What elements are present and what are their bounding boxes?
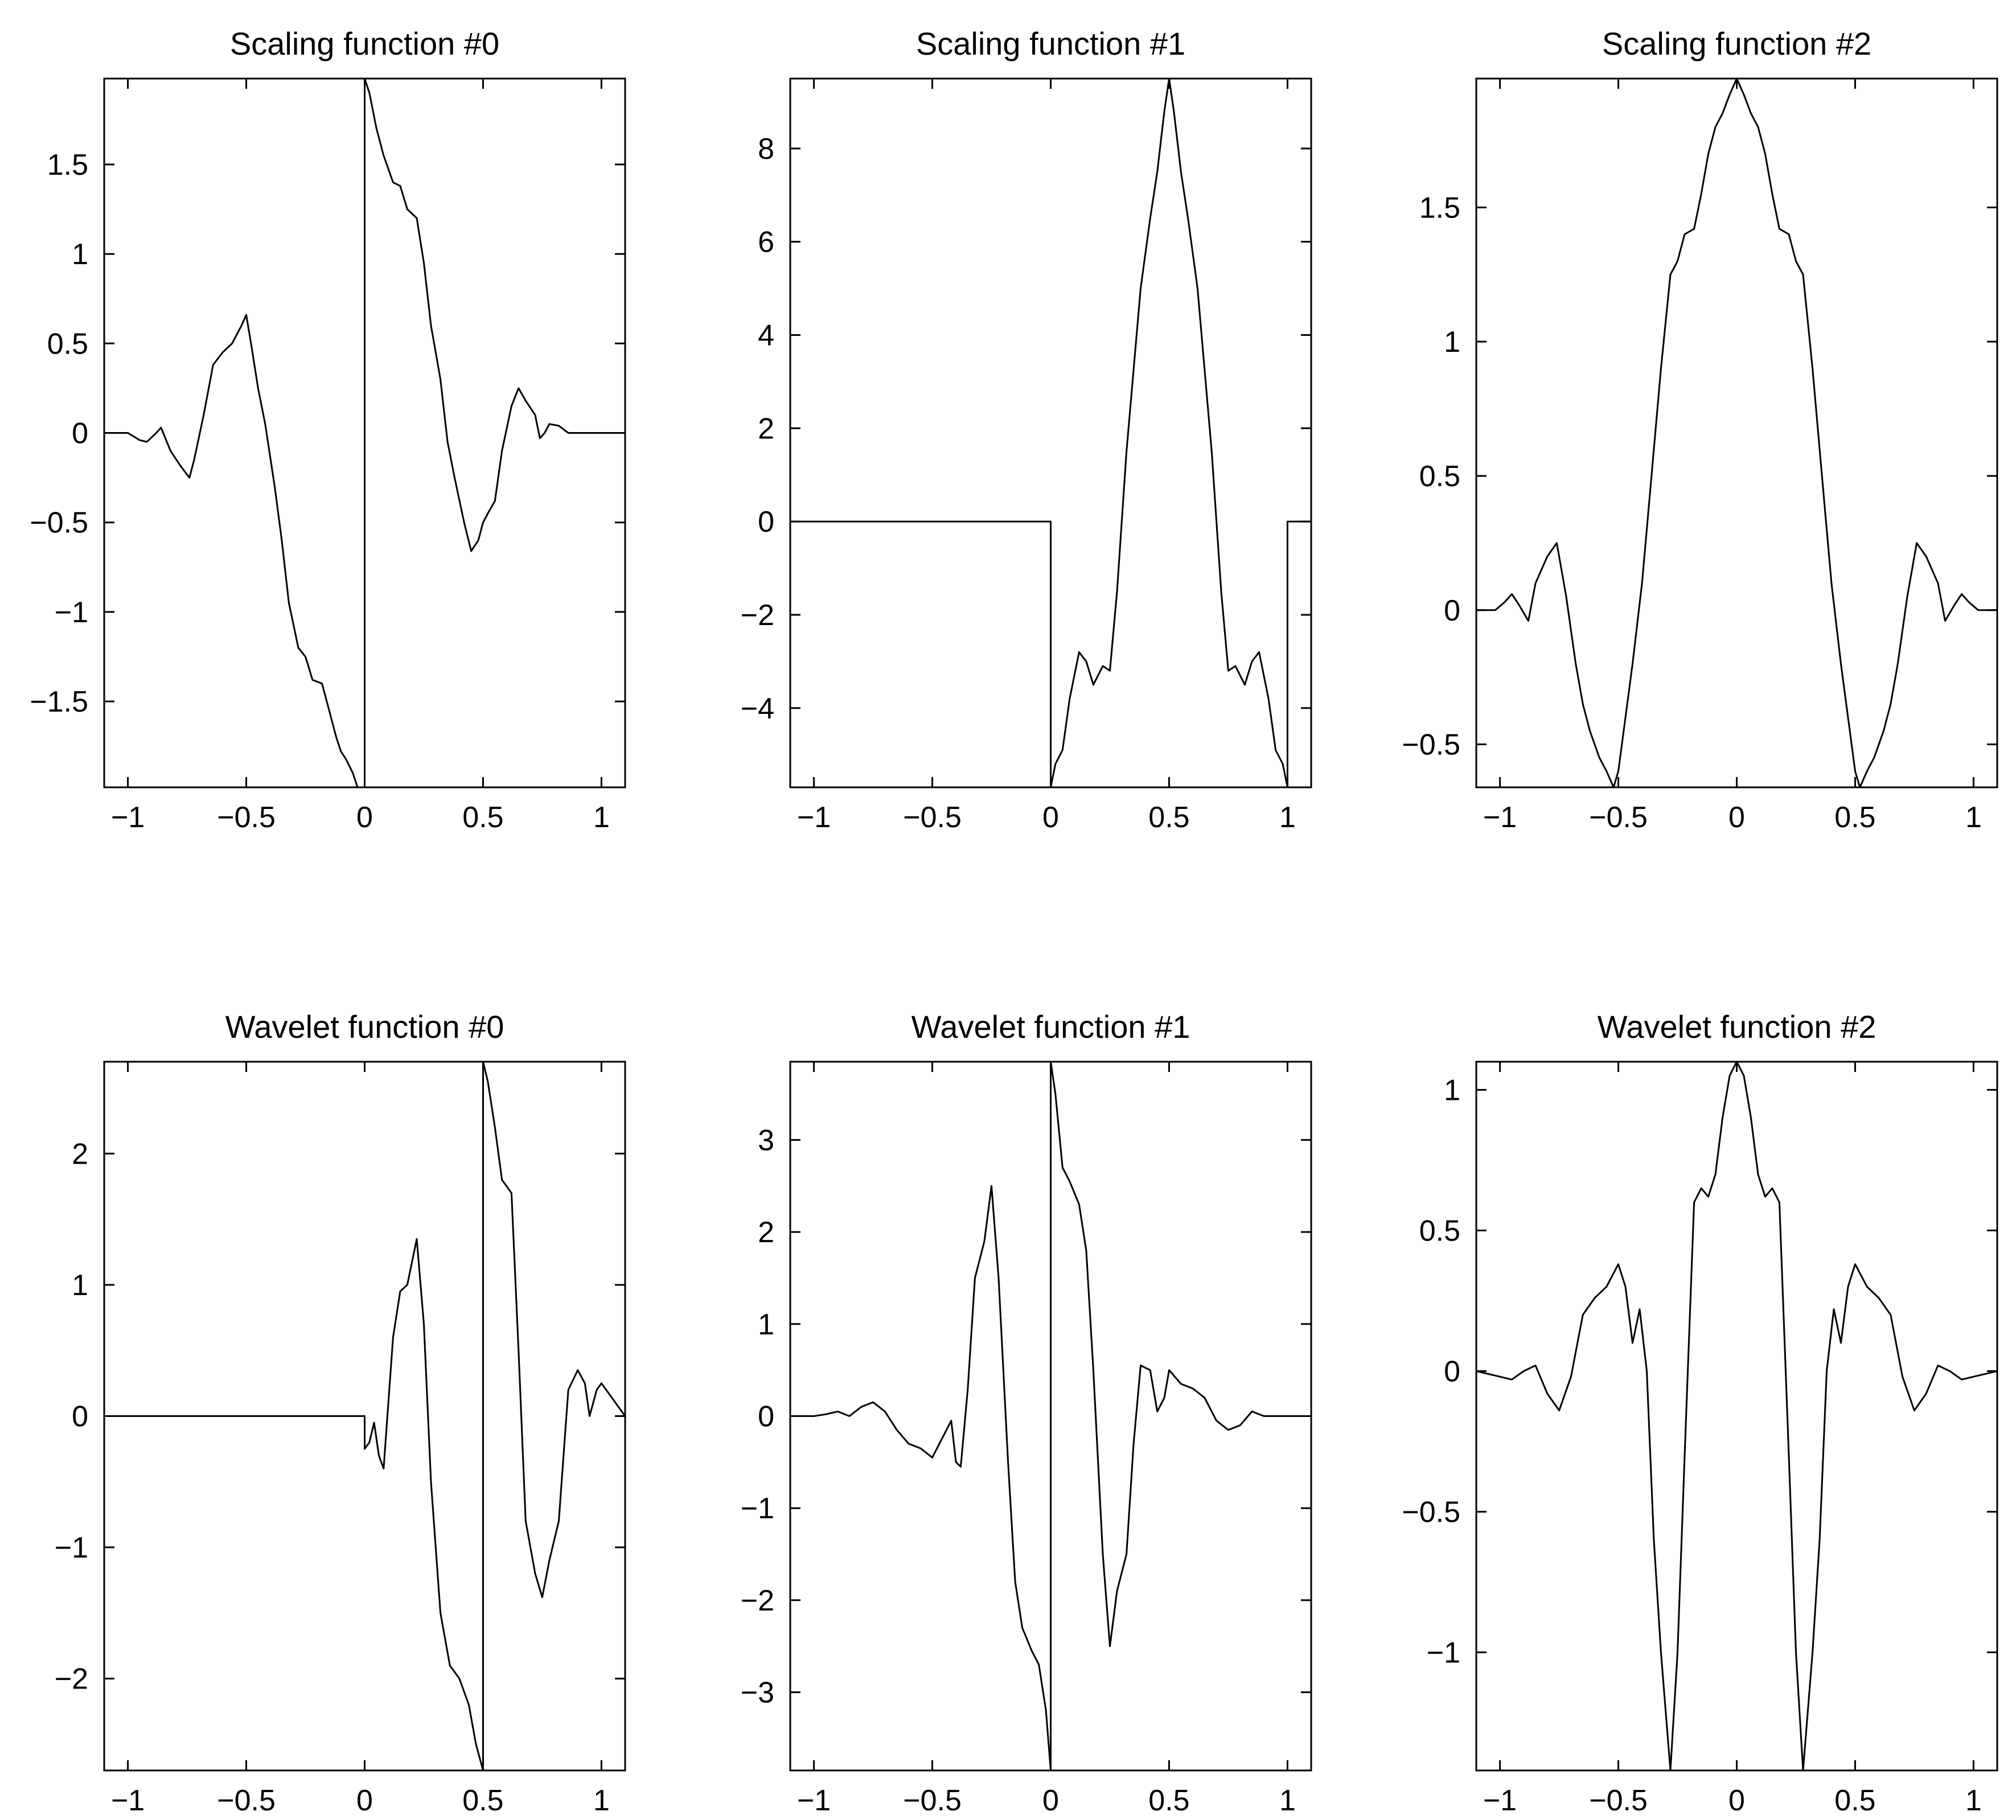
x-tick-label: −0.5 <box>903 801 962 834</box>
chart-panel-2: Scaling function #1 −1 −0.5 0 0.5 1 −4 −2 0 2 4 6 8 <box>741 26 1312 834</box>
y-tick-label: −1 <box>741 1492 774 1525</box>
y-tick-label: 1.5 <box>1419 191 1460 224</box>
y-tick-label: 0 <box>758 1400 774 1433</box>
y-tick-label: 3 <box>758 1124 774 1157</box>
y-tick-label: 1 <box>758 1308 774 1341</box>
chart-panel-4: Wavelet function #0 −1 −0.5 0 0.5 1 −2 −1 0 1 2 <box>55 1009 626 1817</box>
x-tick-label: 0 <box>1042 801 1059 834</box>
y-tick-label: 0 <box>758 506 774 539</box>
y-tick-label: 0 <box>1444 1355 1460 1388</box>
x-tick-label: 0 <box>1042 1784 1059 1817</box>
x-tick-label: −1 <box>1483 1784 1517 1817</box>
x-tick-label: 1 <box>1965 801 1982 834</box>
y-tick-label: −2 <box>741 1584 774 1617</box>
y-tick-label: −1.5 <box>30 685 88 718</box>
x-tick-label: 1 <box>1279 801 1296 834</box>
y-tick-label: 1 <box>72 1269 88 1302</box>
chart-title: Wavelet function #1 <box>911 1009 1190 1045</box>
y-tick-label: −4 <box>741 692 774 725</box>
series-line-1 <box>104 1061 626 1772</box>
y-tick-label: 0 <box>72 417 88 450</box>
x-tick-label: 0.5 <box>1148 1784 1189 1817</box>
x-tick-label: −0.5 <box>1589 801 1648 834</box>
chart-title: Scaling function #2 <box>1602 26 1871 61</box>
chart-panel-5: Wavelet function #1 −1 −0.5 0 0.5 1 −3 −2 −1 0 1 2 3 <box>741 1009 1312 1817</box>
y-tick-label: 2 <box>758 412 774 445</box>
y-tick-label: −1 <box>1427 1637 1460 1670</box>
chart-title: Wavelet function #2 <box>1598 1009 1877 1045</box>
x-tick-label: 0 <box>1728 1784 1745 1817</box>
y-tick-label: −3 <box>741 1677 774 1710</box>
x-tick-label: 0 <box>1728 801 1745 834</box>
y-tick-label: 1 <box>72 238 88 271</box>
x-tick-label: −0.5 <box>1589 1784 1648 1817</box>
x-tick-label: 1 <box>1965 1784 1982 1817</box>
x-tick-label: −0.5 <box>217 801 276 834</box>
y-tick-label: 1 <box>1444 326 1460 359</box>
x-tick-label: −1 <box>797 801 831 834</box>
x-tick-label: 1 <box>593 1784 610 1817</box>
y-tick-label: 1.5 <box>47 149 88 182</box>
x-tick-label: 0.5 <box>462 801 503 834</box>
y-tick-label: 0.5 <box>1419 1214 1460 1247</box>
series-line-1 <box>1476 1061 1998 1772</box>
y-tick-label: 4 <box>758 319 774 352</box>
series-line-1 <box>790 77 1311 788</box>
y-tick-label: 0.5 <box>47 327 88 360</box>
y-tick-label: 0 <box>72 1400 88 1433</box>
chart-panel-3: Scaling function #2 −1 −0.5 0 0.5 1 −0.5 0 0.5 1 1… <box>1402 26 1998 834</box>
chart-title: Wavelet function #0 <box>225 1009 504 1045</box>
x-tick-label: −0.5 <box>903 1784 962 1817</box>
chart-panel-6: Wavelet function #2 −1 −0.5 0 0.5 1 −1 −0.5 0 0.5… <box>1402 1009 1998 1817</box>
y-tick-label: 0.5 <box>1419 460 1460 493</box>
chart-title: Scaling function #1 <box>916 26 1185 61</box>
x-tick-label: −0.5 <box>217 1784 276 1817</box>
y-tick-label: −1 <box>55 1531 88 1564</box>
x-tick-label: −1 <box>797 1784 831 1817</box>
y-tick-label: −2 <box>55 1663 88 1696</box>
x-tick-label: 0 <box>356 801 373 834</box>
y-tick-label: 6 <box>758 226 774 259</box>
x-tick-label: 0.5 <box>1834 801 1875 834</box>
x-tick-label: −1 <box>111 801 145 834</box>
chart-title: Scaling function #0 <box>230 26 499 61</box>
chart-panel-1: Scaling function #0 −1 −0.5 0 0.5 1 −1.5 −1 −0.5… <box>30 26 626 834</box>
y-tick-label: −0.5 <box>1402 729 1460 762</box>
series-line-1 <box>790 1061 1311 1772</box>
x-tick-label: 1 <box>1279 1784 1296 1817</box>
y-tick-label: −1 <box>55 596 88 629</box>
y-tick-label: 2 <box>72 1137 88 1170</box>
y-tick-label: −0.5 <box>1402 1496 1460 1529</box>
y-tick-label: 8 <box>758 133 774 166</box>
x-tick-label: −1 <box>1483 801 1517 834</box>
x-tick-label: 1 <box>593 801 610 834</box>
series-line-1 <box>1476 77 1997 788</box>
series-line-1 <box>104 77 625 788</box>
y-tick-label: 1 <box>1444 1074 1460 1107</box>
x-tick-label: 0.5 <box>462 1784 503 1817</box>
y-tick-label: −2 <box>741 599 774 632</box>
y-tick-label: −0.5 <box>30 507 88 540</box>
x-tick-label: 0.5 <box>1834 1784 1875 1817</box>
x-tick-label: 0 <box>356 1784 373 1817</box>
y-tick-label: 2 <box>758 1216 774 1249</box>
x-tick-label: −1 <box>111 1784 145 1817</box>
x-tick-label: 0.5 <box>1148 801 1189 834</box>
y-tick-label: 0 <box>1444 594 1460 627</box>
